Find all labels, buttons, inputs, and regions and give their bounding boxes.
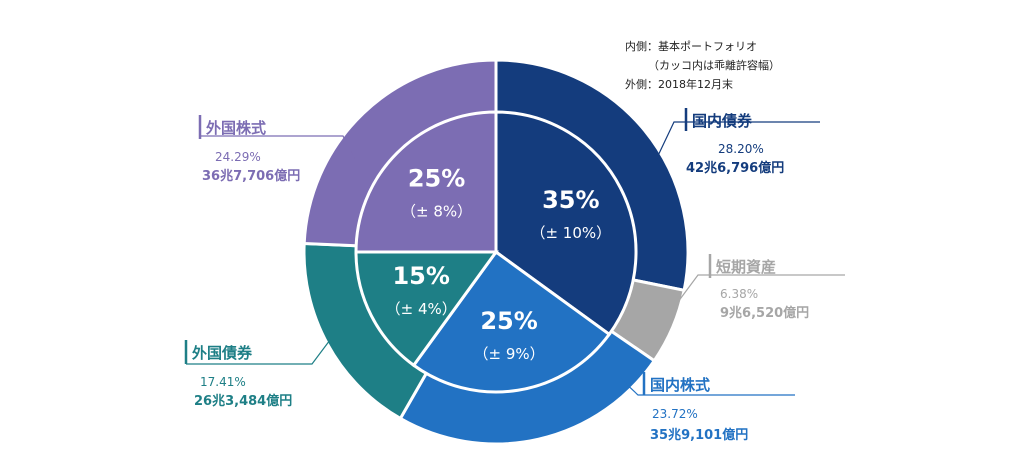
series-amount: 35兆9,101億円 (650, 427, 748, 443)
leader-line (619, 377, 795, 396)
series-amount: 36兆7,706億円 (202, 168, 300, 184)
inner-percent-label-0: 35% (542, 186, 599, 214)
series-percent: 24.29% (215, 150, 261, 164)
leader-line (200, 135, 357, 163)
inner-ring (354, 110, 638, 394)
inner-slice-0 (494, 110, 638, 337)
series-name: 国内債券 (692, 112, 753, 130)
series-name: 国内株式 (650, 376, 710, 394)
inner-percent-label-2: 15% (392, 262, 449, 290)
callout-short-term: 短期資産 6.38% 9兆6,520億円 (671, 254, 845, 321)
inner-tolerance-label-0: （± 10%） (530, 224, 611, 242)
inner-tolerance-label-2: （± 4%） (386, 300, 457, 318)
callout-foreign-equity: 外国株式 24.29% 36兆7,706億円 (198, 115, 357, 184)
legend-note: 内側：基本ポートフォリオ （カッコ内は乖離許容幅） 外側：2018年12月末 (625, 39, 780, 91)
inner-slice-2 (354, 250, 499, 368)
series-amount: 42兆6,796億円 (686, 160, 784, 176)
callout-domestic-bonds: 国内債券 28.20% 42兆6,796億円 (654, 108, 820, 176)
series-name: 外国債券 (191, 344, 253, 362)
note-tolerance: （カッコ内は乖離許容幅） (648, 58, 780, 72)
series-name: 外国株式 (205, 119, 266, 137)
inner-tolerance-label-3: （± 8%） (401, 203, 472, 221)
series-amount: 9兆6,520億円 (720, 305, 809, 321)
series-percent: 28.20% (718, 142, 764, 156)
leader-line (654, 121, 820, 163)
note-outer: 外側：2018年12月末 (625, 77, 733, 91)
inner-slice-3 (354, 110, 498, 254)
leader-line (186, 339, 331, 365)
note-inner: 内側：基本ポートフォリオ (625, 39, 757, 53)
series-percent: 23.72% (652, 407, 698, 421)
series-name: 短期資産 (716, 258, 776, 276)
callout-foreign-bonds: 外国債券 17.41% 26兆3,484億円 (184, 339, 331, 409)
series-percent: 6.38% (720, 287, 758, 301)
callout-domestic-equity: 国内株式 23.72% 35兆9,101億円 (619, 372, 795, 443)
leader-line (671, 274, 845, 311)
inner-percent-label-3: 25% (408, 165, 465, 193)
inner-slice-1 (411, 249, 612, 394)
inner-tolerance-label-1: （± 9%） (474, 345, 545, 363)
inner-labels: 35% （± 10%） 25% （± 9%） 15% （± 4%） 25% （± 8%） (386, 165, 612, 363)
series-percent: 17.41% (200, 375, 246, 389)
series-amount: 26兆3,484億円 (194, 393, 292, 409)
inner-percent-label-1: 25% (480, 307, 537, 335)
